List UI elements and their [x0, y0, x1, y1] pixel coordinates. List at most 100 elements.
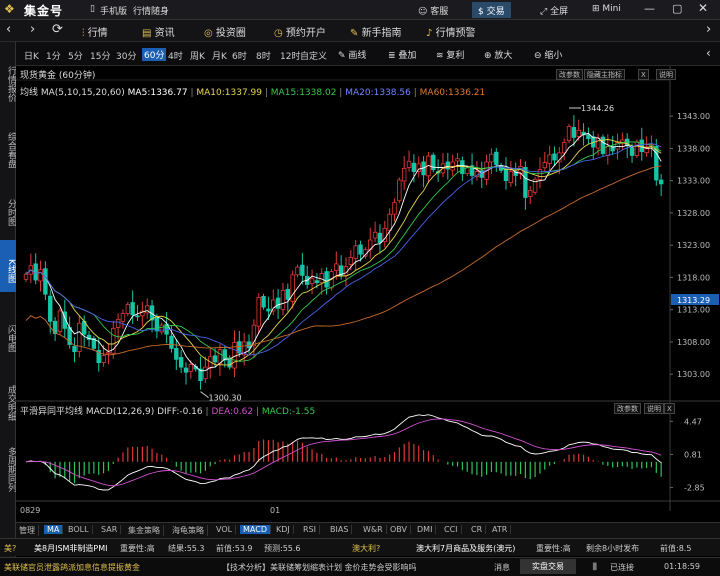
period-4[interactable]: 30分	[116, 52, 137, 62]
nav-open-account[interactable]: ◷ 预约开户	[274, 24, 326, 39]
indicator-tab-9[interactable]: RSI	[300, 525, 320, 534]
expand-right-icon[interactable]: ›	[706, 22, 712, 37]
tab-flash[interactable]: 闪电图	[6, 324, 16, 352]
nav-community[interactable]: ◎ 投资圈	[204, 24, 246, 39]
mini-button[interactable]: ⊞ Mini	[586, 2, 627, 18]
period-12[interactable]: 自定义	[300, 52, 328, 62]
macd-edit-params-button[interactable]: 改参数	[614, 403, 641, 414]
indicator-tab-10[interactable]: BIAS	[327, 525, 353, 534]
indicator-tab-1[interactable]: MA	[44, 525, 64, 534]
indicator-tab-0[interactable]: 管理	[16, 525, 39, 536]
mobile-version-link[interactable]: 手机版	[100, 7, 128, 17]
period-5[interactable]: 60分	[142, 48, 167, 61]
period-7[interactable]: 周K	[190, 52, 205, 62]
main-help-button[interactable]: 说明	[656, 69, 676, 80]
indicator-tab-2[interactable]: BOLL	[65, 525, 93, 534]
message-button[interactable]: 消息	[494, 563, 510, 572]
indicator-tab-11[interactable]: W&R	[360, 525, 387, 534]
hide-main-indicator-button[interactable]: 隐藏主指标	[584, 69, 625, 80]
period-8[interactable]: 月K	[212, 52, 227, 62]
service-button[interactable]: ☺ 客服	[412, 2, 454, 18]
candle-body	[77, 322, 82, 353]
candle-body	[489, 153, 494, 163]
left-event-title[interactable]: 美8月ISM非制造PMI	[34, 544, 108, 553]
period-10[interactable]: 8时	[256, 52, 271, 62]
period-2[interactable]: 5分	[68, 52, 83, 62]
tool-4[interactable]: ⊖ 缩小	[534, 48, 562, 61]
forward-icon[interactable]: ›	[30, 22, 36, 37]
indicator-tab-6[interactable]: VOL	[213, 525, 237, 534]
fullscreen-button[interactable]: ⤢ 全屏	[534, 2, 574, 18]
chart-area[interactable]: 1343.00 1338.00 1333.00 1328.00 1323.00 1318.…	[16, 66, 720, 522]
candle-body	[658, 179, 664, 185]
minimize-icon[interactable]: —	[644, 2, 655, 15]
candle-body	[392, 202, 397, 215]
tool-3[interactable]: ⊕ 放大	[484, 48, 512, 61]
tab-overview[interactable]: 综合看盘	[6, 132, 16, 168]
candle-body	[552, 153, 557, 161]
indicator-tab-14[interactable]: CCI	[441, 525, 462, 534]
tab-deals[interactable]: 成交明细	[6, 385, 16, 421]
close-main-indicator-button[interactable]: X	[638, 69, 649, 80]
period-3[interactable]: 15分	[90, 52, 111, 62]
indicator-tab-15[interactable]: CR	[468, 525, 487, 534]
edit-params-button[interactable]: 改参数	[556, 69, 583, 80]
candle-body	[503, 168, 509, 182]
live-trade-button[interactable]: 实盘交易	[520, 559, 576, 574]
candle-body	[241, 341, 247, 356]
candle-body	[605, 146, 611, 156]
collapse-right-icon[interactable]: ‹	[706, 46, 711, 60]
period-1[interactable]: 1分	[46, 52, 61, 62]
guide-icon: ✎	[350, 28, 362, 39]
nav-market[interactable]: ⫶ 行情	[82, 24, 108, 39]
nav-news[interactable]: ▤ 资讯	[142, 24, 175, 39]
candle-body	[532, 178, 538, 193]
close-icon[interactable]: ✕	[698, 1, 709, 15]
candle-body	[145, 305, 150, 314]
indicator-tab-13[interactable]: DMI	[414, 525, 437, 534]
candle-body	[72, 346, 77, 353]
candle-body	[159, 324, 164, 333]
indicator-tab-3[interactable]: SAR	[98, 525, 122, 534]
indicator-tab-16[interactable]: ATR	[489, 525, 512, 534]
candle-body	[183, 367, 189, 373]
candle-body	[203, 366, 208, 380]
restore-icon[interactable]: ▢	[672, 2, 683, 15]
y-tick-label: 1318.00	[677, 273, 710, 282]
indicator-tab-12[interactable]: OBV	[387, 525, 412, 534]
period-6[interactable]: 4时	[168, 52, 183, 62]
nav-guide[interactable]: ✎ 新手指南	[350, 24, 402, 39]
right-event-title[interactable]: 澳大利7月商品及服务(澳元)	[416, 544, 516, 553]
news-item-2[interactable]: 【技术分析】美联储筹划缩表计划 金价走势会受影响吗	[222, 563, 417, 572]
back-icon[interactable]: ‹	[6, 22, 12, 37]
trade-button[interactable]: $ 交易	[472, 2, 511, 18]
indicator-tab-4[interactable]: 集金策略	[125, 525, 164, 536]
macd-help-button[interactable]: 说明	[644, 403, 664, 414]
macd-y-tick-label: -2.85	[684, 484, 705, 493]
tab-multi-period[interactable]: 多周期同列	[6, 446, 16, 492]
indicator-tab-7[interactable]: MACD	[240, 525, 271, 534]
kline-chart-svg[interactable]: 1343.00 1338.00 1333.00 1328.00 1323.00 1318.…	[16, 66, 720, 522]
period-0[interactable]: 日K	[24, 52, 39, 62]
period-9[interactable]: 6时	[232, 52, 247, 62]
candle-body	[120, 313, 126, 322]
tool-2[interactable]: ≋ 复利	[436, 48, 464, 61]
indicator-tab-8[interactable]: KDJ	[273, 525, 294, 534]
news-item-1[interactable]: 美联储官员泄露鸽派加息信息提振黄金	[4, 563, 140, 572]
tab-timeshare[interactable]: 分时图	[6, 198, 16, 226]
candle-body	[561, 142, 567, 154]
nav-alert[interactable]: ♪ 行情预警	[426, 24, 476, 39]
candle-body	[406, 160, 412, 168]
candle-body	[101, 355, 106, 363]
refresh-icon[interactable]: ⟳	[52, 22, 63, 37]
tool-1[interactable]: ≣ 叠加	[388, 48, 416, 61]
macd-close-button[interactable]: X	[664, 403, 675, 414]
low-label: 1300.30	[209, 394, 242, 403]
tool-0[interactable]: ✎ 画线	[338, 48, 366, 61]
candle-body	[43, 268, 48, 295]
tab-quotes[interactable]: 行情报价	[6, 66, 16, 102]
indicator-tab-5[interactable]: 海龟策略	[169, 525, 208, 536]
tab-kline[interactable]: K线图	[0, 240, 16, 292]
y-tick-label: 1313.00	[677, 306, 710, 315]
period-11[interactable]: 12时	[280, 52, 301, 62]
